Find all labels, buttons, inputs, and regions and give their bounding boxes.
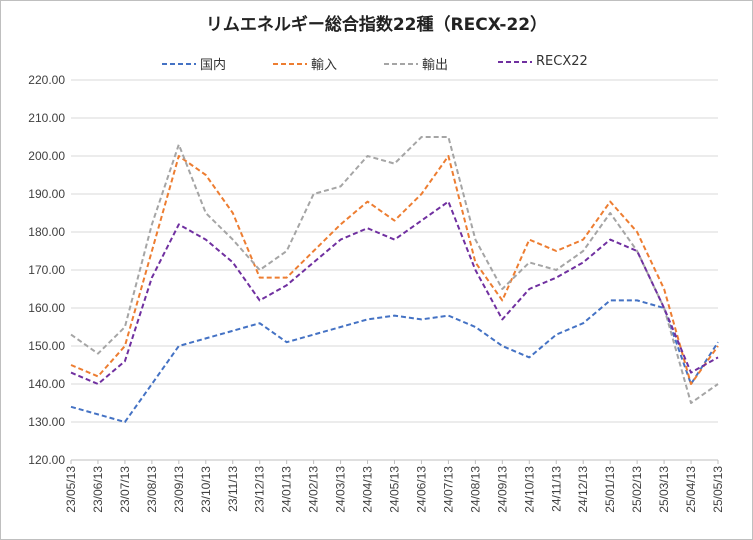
y-tick-label: 120.00 — [28, 453, 65, 467]
y-tick-label: 160.00 — [28, 301, 65, 315]
x-tick-label: 24/05/13 — [388, 466, 402, 513]
x-tick-label: 23/09/13 — [172, 466, 186, 513]
y-tick-label: 130.00 — [28, 415, 65, 429]
y-tick-label: 210.00 — [28, 111, 65, 125]
legend-item-export: 輸出 — [384, 54, 448, 73]
y-tick-label: 170.00 — [28, 263, 65, 277]
x-tick-label: 23/05/13 — [64, 466, 78, 513]
x-tick-label: 23/06/13 — [91, 466, 105, 513]
x-tick-label: 24/11/13 — [549, 466, 563, 512]
y-tick-label: 150.00 — [28, 339, 65, 353]
y-tick-label: 220.00 — [28, 73, 65, 87]
x-tick-label: 23/12/13 — [253, 466, 267, 513]
x-tick-label: 24/01/13 — [280, 466, 294, 513]
x-tick-label: 25/01/13 — [603, 466, 617, 513]
legend-item-recx22: RECX22 — [498, 54, 588, 69]
x-tick-label: 25/05/13 — [711, 466, 725, 513]
x-tick-label: 24/09/13 — [495, 466, 509, 513]
y-tick-label: 140.00 — [28, 377, 65, 391]
x-tick-label: 23/08/13 — [145, 466, 159, 513]
x-tick-label: 24/07/13 — [441, 466, 455, 513]
y-tick-label: 200.00 — [28, 149, 65, 163]
legend-item-domestic: 国内 — [162, 54, 226, 73]
x-tick-label: 25/04/13 — [684, 466, 698, 513]
x-tick-label: 24/06/13 — [414, 466, 428, 513]
x-tick-label: 23/11/13 — [226, 466, 240, 512]
y-tick-label: 180.00 — [28, 225, 65, 239]
legend-item-import: 輸入 — [273, 54, 337, 73]
series-line-0 — [70, 299, 719, 423]
x-tick-label: 25/03/13 — [657, 466, 671, 513]
series-line-2 — [70, 136, 719, 404]
x-tick-label: 25/02/13 — [630, 466, 644, 513]
x-tick-label: 24/10/13 — [522, 466, 536, 513]
series-line-3 — [70, 200, 719, 385]
x-tick-label: 24/04/13 — [361, 466, 375, 513]
x-tick-label: 23/07/13 — [118, 466, 132, 513]
x-tick-label: 24/08/13 — [468, 466, 482, 513]
x-tick-label: 24/12/13 — [576, 466, 590, 513]
chart-title: リムエネルギー総合指数22種（RECX-22） — [205, 15, 548, 35]
legend-label-import: 輸入 — [311, 58, 338, 73]
legend-label-export: 輸出 — [422, 58, 449, 73]
y-tick-label: 190.00 — [28, 187, 65, 201]
x-tick-label: 24/02/13 — [307, 466, 321, 513]
x-tick-label: 24/03/13 — [334, 466, 348, 513]
legend-label-domestic: 国内 — [200, 58, 227, 73]
legend-label-recx22: RECX22 — [536, 54, 588, 69]
x-tick-label: 23/10/13 — [199, 466, 213, 513]
chart-legend: 国内 輸入 輸出 RECX22 — [0, 54, 753, 73]
